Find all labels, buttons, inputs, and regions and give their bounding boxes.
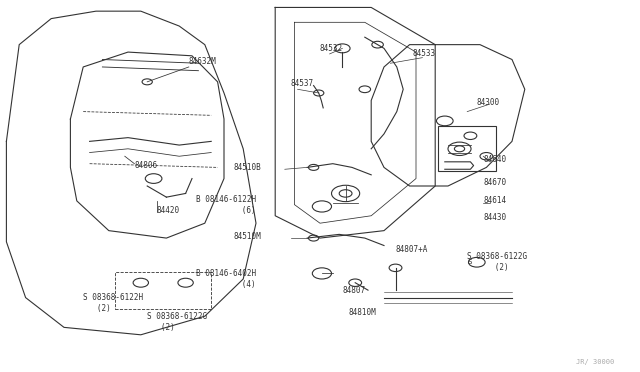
Text: 84640: 84640: [483, 155, 506, 164]
Text: 84806: 84806: [134, 161, 157, 170]
Text: 84670: 84670: [483, 178, 506, 187]
Text: B 08146-6122H
      (6): B 08146-6122H (6): [196, 195, 256, 215]
FancyBboxPatch shape: [438, 126, 496, 171]
Text: 84537: 84537: [291, 79, 314, 88]
Text: 84533: 84533: [413, 49, 436, 58]
Text: 84614: 84614: [483, 196, 506, 205]
Text: S 08368-6122H
   (2): S 08368-6122H (2): [83, 293, 143, 313]
Text: 84300: 84300: [477, 98, 500, 107]
Text: B 08146-6402H
      (4): B 08146-6402H (4): [196, 269, 256, 289]
Text: 84632M: 84632M: [189, 57, 216, 66]
Text: JR/ 30000: JR/ 30000: [576, 359, 614, 365]
Text: 84807+A: 84807+A: [396, 245, 428, 254]
Text: 84430: 84430: [483, 213, 506, 222]
Text: S 08368-6122G
   (2): S 08368-6122G (2): [147, 312, 207, 332]
Text: S: S: [468, 259, 472, 265]
Text: 84807: 84807: [342, 286, 365, 295]
Text: 84810M: 84810M: [349, 308, 376, 317]
Text: S 08368-6122G
      (2): S 08368-6122G (2): [467, 252, 527, 272]
Text: 84510B: 84510B: [234, 163, 261, 172]
Text: 84420: 84420: [157, 206, 180, 215]
Text: 84532: 84532: [320, 44, 343, 53]
Text: 84510M: 84510M: [234, 232, 261, 241]
